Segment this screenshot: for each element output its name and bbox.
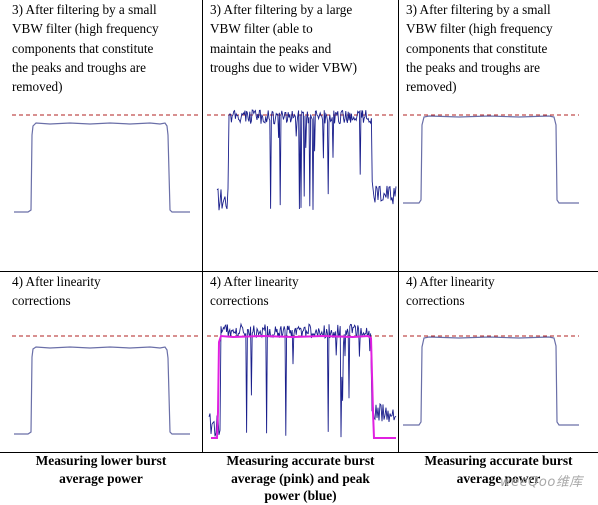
trace-plot-small-vbw (12, 114, 200, 213)
caption-accurate-average: Measuring accurate burst average power (424, 453, 573, 486)
panel-text: 4) After linearity corrections (406, 274, 495, 309)
panel-r1c1: 3) After filtering by a small VBW filter… (0, 0, 202, 271)
panel-r2c1: 4) After linearity corrections (0, 272, 202, 452)
caption-peak-and-average: Measuring accurate burst average (pink) … (226, 453, 375, 503)
filtered-trace (403, 115, 579, 204)
panel-text: 4) After linearity corrections (210, 274, 299, 309)
panel-text: 3) After filtering by a small VBW filter… (12, 2, 159, 95)
row-divider (0, 271, 598, 272)
corrected-trace (403, 336, 579, 426)
trace-plot-linearity (12, 335, 200, 435)
noisy-trace (216, 109, 397, 211)
average-trace (211, 334, 396, 439)
trace-plot-peak-and-average (207, 322, 397, 439)
caption-lower-average: Measuring lower burst average power (35, 453, 167, 486)
panel-text: 3) After filtering by a large VBW filter… (210, 2, 357, 75)
grid-divider-1 (202, 0, 203, 452)
panel-r1c2: 3) After filtering by a large VBW filter… (203, 0, 398, 271)
panel-r2c2: 4) After linearity corrections (203, 272, 398, 452)
trace-plot-linearity (403, 335, 579, 426)
watermark: weeQoo维库 (500, 475, 583, 490)
panel-r1c3: 3) After filtering by a small VBW filter… (399, 0, 598, 271)
panel-text: 4) After linearity corrections (12, 274, 101, 309)
grid-divider-2 (398, 0, 399, 452)
trace-plot-large-vbw (207, 109, 397, 211)
caption-divider (0, 452, 598, 453)
corrected-trace (14, 346, 190, 435)
trace-plot-small-vbw (403, 114, 579, 204)
filtered-trace (14, 122, 190, 213)
panel-r2c3: 4) After linearity corrections (399, 272, 598, 452)
noisy-trace (208, 322, 397, 438)
panel-text: 3) After filtering by a small VBW filter… (406, 2, 553, 95)
